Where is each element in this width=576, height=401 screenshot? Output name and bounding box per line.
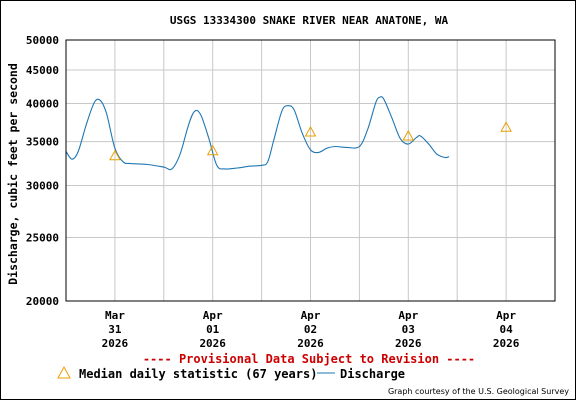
x-tick-day: 31 [108, 323, 122, 336]
plot-border [65, 39, 556, 302]
x-tick-year: 2026 [493, 337, 520, 350]
y-tick-label: 20000 [26, 295, 59, 308]
x-tick-month: Apr [398, 309, 418, 322]
discharge-series [65, 96, 450, 171]
x-tick-day: 04 [499, 323, 513, 336]
legend: Median daily statistic (67 years) Discha… [57, 365, 405, 381]
y-tick-label: 35000 [26, 136, 59, 149]
grid-lines [66, 40, 555, 301]
x-tick-year: 2026 [199, 337, 226, 350]
x-tick-day: 02 [304, 323, 317, 336]
x-tick-month: Mar [105, 309, 125, 322]
x-tick-month: Apr [496, 309, 516, 322]
median-point [402, 129, 415, 141]
legend-discharge-label: Discharge [340, 367, 405, 381]
median-point [109, 149, 121, 161]
x-tick-labels: Mar312026Apr012026Apr022026Apr032026Apr0… [102, 309, 520, 350]
discharge-line [65, 96, 450, 171]
x-tick-month: Apr [203, 309, 223, 322]
x-tick-day: 01 [206, 323, 220, 336]
median-point [304, 125, 317, 137]
x-tick-year: 2026 [395, 337, 422, 350]
x-tick-month: Apr [301, 309, 321, 322]
median-point [500, 121, 512, 132]
median-series [109, 121, 512, 161]
y-tick-label: 25000 [26, 231, 59, 244]
y-axis-label: Discharge, cubic feet per second [6, 63, 20, 285]
x-tick-year: 2026 [102, 337, 129, 350]
provisional-note: ---- Provisional Data Subject to Revisio… [143, 352, 475, 366]
legend-median-label: Median daily statistic (67 years) [79, 367, 317, 381]
chart-title: USGS 13334300 SNAKE RIVER NEAR ANATONE, … [170, 14, 449, 27]
y-tick-labels: 50000 45000 40000 35000 30000 25000 20000 [26, 34, 59, 308]
y-tick-label: 50000 [26, 34, 59, 47]
median-point [206, 144, 219, 156]
y-tick-label: 45000 [26, 64, 59, 77]
legend-median-marker [57, 365, 71, 379]
y-tick-label: 30000 [26, 180, 59, 193]
x-tick-year: 2026 [297, 337, 324, 350]
y-tick-label: 40000 [26, 98, 59, 111]
credit-line: Graph courtesy of the U.S. Geological Su… [388, 387, 569, 396]
x-tick-day: 03 [402, 323, 415, 336]
